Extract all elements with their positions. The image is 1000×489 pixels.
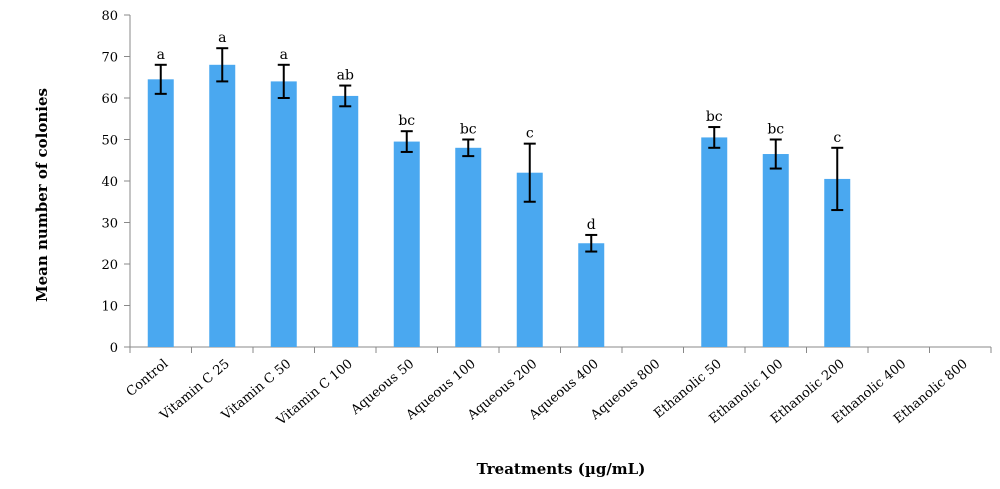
bar — [455, 147, 482, 347]
x-tick-label: Control — [124, 357, 172, 400]
bar — [393, 141, 420, 347]
bar — [701, 137, 728, 347]
bar — [578, 243, 605, 347]
significance-label: bc — [398, 113, 415, 129]
y-tick-label: 30 — [101, 217, 118, 232]
significance-label: c — [833, 130, 841, 146]
x-axis-title: Treatments (µg/mL) — [477, 460, 646, 478]
bar — [147, 79, 174, 347]
bar — [332, 95, 359, 347]
y-tick-label: 0 — [110, 341, 118, 356]
y-axis-title: Mean number of colonies — [33, 88, 51, 302]
significance-label: ab — [337, 68, 354, 84]
significance-label: d — [587, 217, 596, 233]
significance-labels: a a a ab bc bc c d bc bc c — [157, 30, 842, 233]
significance-label: bc — [460, 122, 477, 138]
significance-label: bc — [706, 109, 723, 125]
x-axis — [129, 346, 992, 353]
significance-label: a — [218, 30, 226, 46]
y-tick-label: 20 — [101, 258, 118, 273]
y-tick-label: 80 — [101, 9, 118, 24]
significance-label: a — [157, 47, 165, 63]
y-tick-label: 40 — [101, 175, 118, 190]
y-axis: 0 10 20 30 40 50 60 70 80 — [101, 9, 131, 356]
error-bars — [154, 47, 844, 253]
y-tick-label: 10 — [101, 300, 118, 315]
bar — [270, 81, 297, 348]
y-tick-label: 60 — [101, 92, 118, 107]
bars — [147, 64, 851, 348]
bar — [209, 64, 236, 348]
y-tick-label: 70 — [101, 51, 118, 66]
significance-label: c — [526, 126, 534, 142]
significance-label: a — [280, 47, 288, 63]
bar — [762, 154, 789, 347]
significance-label: bc — [767, 122, 784, 138]
y-tick-label: 50 — [101, 134, 118, 149]
